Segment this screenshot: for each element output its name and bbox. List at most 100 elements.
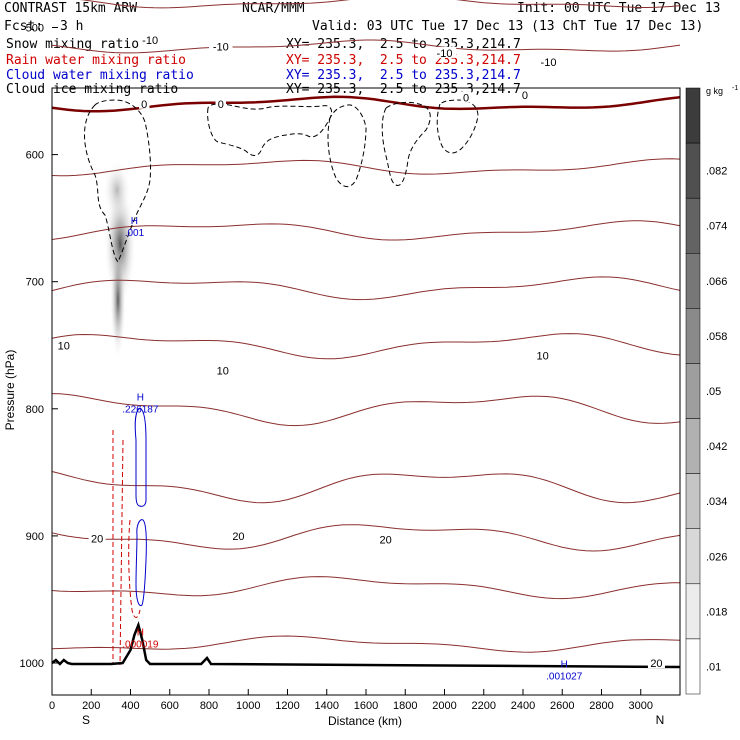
legend-field-name: Cloud water mixing ratio <box>6 68 194 83</box>
isotherm-label: 20 <box>91 533 103 545</box>
isotherm-label-bg <box>432 46 457 58</box>
colorbar-unit-exponent: -1 <box>732 85 738 92</box>
colorbar-segment <box>685 87 701 144</box>
snow-contour <box>327 104 367 187</box>
cloud-contour <box>134 407 147 507</box>
valid-time: Valid: 03 UTC Tue 17 Dec 13 (13 ChT Tue … <box>312 19 704 34</box>
x-axis-label: Distance (km) <box>328 714 402 728</box>
colorbar-label: .026 <box>706 551 727 563</box>
max-value-label: .001027 <box>546 672 583 683</box>
legend-field-xy: XY= 235.3, 2.5 to 235.3,214.7 <box>286 68 521 83</box>
colorbar-label: .042 <box>706 441 727 453</box>
isotherm-line <box>51 39 681 54</box>
snow-plume-shading <box>103 160 131 220</box>
plot-border <box>51 87 681 696</box>
x-tick-label: 200 <box>82 700 100 712</box>
max-value-label: .000019 <box>122 640 159 651</box>
isotherm-line <box>51 471 681 504</box>
isotherm-label: 10 <box>217 366 229 378</box>
isotherm-line <box>51 95 681 113</box>
snow-contour <box>381 101 431 186</box>
x-tick-label: 2800 <box>589 700 613 712</box>
legend-field-name: Cloud ice mixing ratio <box>6 82 179 97</box>
forecast-label: Fcst: <box>4 19 44 34</box>
colorbar-segment <box>685 583 701 640</box>
isotherm-label: 0 <box>141 99 147 111</box>
isotherm-label: -10 <box>213 42 229 54</box>
cloud-water-contours <box>134 407 147 607</box>
x-tick-label: 400 <box>121 700 139 712</box>
rain-contour <box>112 430 124 666</box>
legend-field-xy: XY= 235.3, 2.5 to 235.3,214.7 <box>286 37 521 52</box>
max-value-label: .001 <box>125 228 145 239</box>
isotherm-line <box>51 220 681 241</box>
colorbar-unit: g kg <box>706 86 723 96</box>
x-tick-label: 600 <box>161 700 179 712</box>
terrain-profile <box>51 621 681 669</box>
isotherm-label-bg <box>647 657 665 668</box>
forecast-value: 3 h <box>60 19 84 34</box>
x-tick-label: 800 <box>200 700 218 712</box>
contour-labels: -80-40-30-30-30-30-20-20-20-20-10-10-10-… <box>55 34 665 683</box>
isotherm-line <box>51 276 681 301</box>
isotherm-label: 20 <box>380 535 392 547</box>
colorbar-label: .074 <box>706 221 727 233</box>
max-value-label: .226187 <box>122 405 159 416</box>
org-label: NCAR/MMM <box>242 1 305 16</box>
max-marker: H <box>561 660 568 671</box>
x-tick-label: 0 <box>49 700 55 712</box>
legend-field-xy: XY= 235.3, 2.5 to 235.3,214.7 <box>286 82 521 97</box>
x-tick-label: 2400 <box>511 700 535 712</box>
y-tick-label: 700 <box>26 277 44 289</box>
isotherm-line <box>51 576 681 600</box>
south-label: S <box>82 713 90 727</box>
isotherm-label-bg <box>138 97 150 109</box>
colorbar-segment <box>685 142 701 199</box>
isotherm-line <box>51 635 681 653</box>
isotherm-label: 10 <box>537 350 549 362</box>
snow-plume-shading <box>110 240 126 360</box>
colorbar-segment <box>685 473 701 529</box>
colorbar-segment <box>685 253 701 309</box>
isotherm-label-bg <box>209 40 233 52</box>
isotherm-label: 20 <box>232 531 244 543</box>
y-tick-label: 900 <box>26 531 44 543</box>
rain-water-contours <box>112 430 141 666</box>
snow-contour <box>436 99 479 154</box>
x-tick-label: 2600 <box>550 700 574 712</box>
plot-frame: 0 200 400 600 800 1000 1200 1400 1600 1800 2000 220… <box>3 23 681 728</box>
y-tick-label: 1000 <box>20 658 44 670</box>
y-tick-label: 800 <box>26 404 44 416</box>
x-tick-label: 1000 <box>236 700 260 712</box>
x-tick-label: 1200 <box>275 700 299 712</box>
isotherm-label-bg <box>377 533 395 545</box>
isotherm-line <box>51 158 681 177</box>
colorbar-label: .034 <box>706 496 727 508</box>
y-tick-label: 600 <box>26 150 44 162</box>
x-tick-label: 1600 <box>354 700 378 712</box>
snow-contour <box>207 103 333 156</box>
isotherm-line <box>51 524 681 552</box>
y-tick-label: 500 <box>26 23 44 35</box>
isotherm-label: 10 <box>58 340 70 352</box>
isotherm-label-bg <box>534 349 552 361</box>
isotherm-line <box>51 333 681 360</box>
temperature-contours <box>51 0 681 653</box>
isotherm-label: -10 <box>437 48 453 60</box>
colorbar-segment <box>685 638 701 695</box>
max-marker: H <box>131 216 138 227</box>
legend-field-name: Rain water mixing ratio <box>6 53 187 68</box>
y-axis-label: Pressure (hPa) <box>3 350 17 431</box>
isotherm-label: -10 <box>142 35 158 47</box>
colorbar-segment <box>685 308 701 364</box>
x-tick-label: 2200 <box>472 700 496 712</box>
colorbar-segment <box>685 528 701 585</box>
isotherm-label: 0 <box>522 90 528 102</box>
north-label: N <box>656 713 665 727</box>
isotherm-line <box>79 0 681 9</box>
isotherm-label: -10 <box>541 57 557 69</box>
isotherm-label-bg <box>519 88 531 100</box>
x-tick-label: 1400 <box>315 700 339 712</box>
isotherm-label-bg <box>215 97 227 109</box>
